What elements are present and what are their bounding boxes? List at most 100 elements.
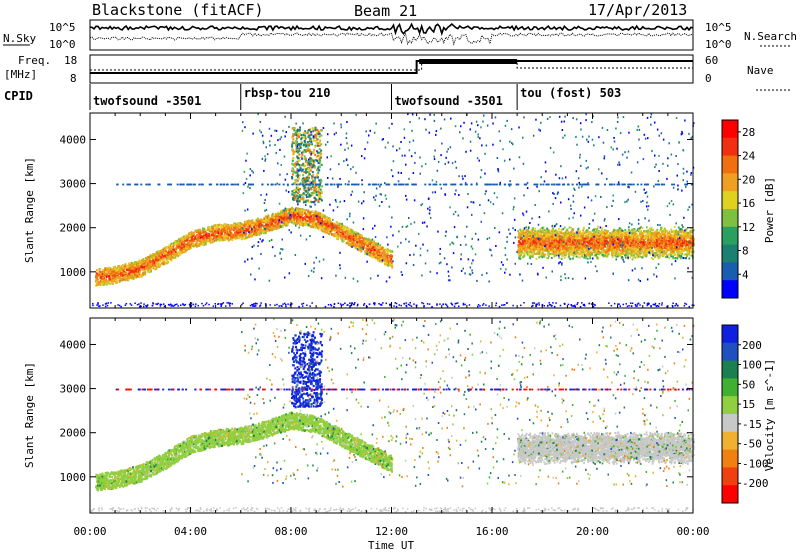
echo-cell [185, 239, 188, 242]
echo-cell [302, 216, 304, 219]
echo-cell [230, 232, 233, 235]
echo-cell [312, 214, 315, 217]
echo-cell [256, 223, 259, 227]
echo-cell [108, 278, 111, 281]
echo-cell [168, 246, 171, 250]
echo-cell [133, 267, 136, 270]
echo-cell [189, 234, 192, 237]
echo-cell [371, 255, 373, 258]
echo-cell [266, 216, 269, 219]
echo-cell [290, 220, 293, 224]
echo-cell [271, 212, 274, 216]
echo-cell [261, 220, 264, 223]
echo-cell [391, 263, 393, 267]
echo-cell [189, 243, 191, 246]
echo-cell [178, 254, 181, 257]
echo-cell [335, 232, 338, 235]
echo-cell [313, 220, 315, 223]
echo-cell [381, 247, 383, 250]
echo-cell [182, 241, 185, 244]
echo-cell [291, 218, 294, 221]
echo-cell [212, 227, 214, 230]
echo-cell [129, 266, 132, 269]
echo-cell [308, 217, 310, 220]
echo-cell [310, 221, 313, 224]
echo-cell [179, 237, 182, 240]
echo-cell [219, 236, 221, 239]
echo-cell [206, 240, 209, 243]
echo-cell [158, 255, 160, 258]
echo-cell [346, 228, 349, 231]
echo-cell [125, 272, 127, 275]
echo-cell [239, 225, 242, 228]
echo-cell [228, 227, 231, 230]
echo-cell [130, 261, 133, 264]
echo-cell [271, 222, 273, 225]
echo-cell [97, 274, 99, 278]
echo-cell [279, 219, 282, 222]
echo-cell [292, 212, 295, 215]
echo-cell [158, 258, 161, 261]
echo-cell [97, 283, 99, 286]
echo-cell [297, 207, 300, 210]
echo-cell [174, 250, 177, 254]
echo-cell [223, 234, 226, 237]
echo-cell [197, 231, 200, 235]
echo-cell [309, 212, 312, 215]
echo-cell [582, 229, 584, 232]
echo-cell [113, 270, 116, 273]
echo-cell [258, 221, 260, 224]
echo-cell [167, 251, 170, 254]
echo-cell [274, 216, 277, 219]
echo-cell [257, 232, 260, 235]
echo-cell [356, 244, 359, 247]
freq-trace [90, 60, 693, 74]
echo-cell [550, 257, 553, 259]
echo-cell [218, 227, 220, 230]
cpid-mode-label: tou (fost) 503 [520, 86, 621, 100]
echo-cell [274, 215, 277, 218]
echo-cell [371, 249, 374, 252]
echo-cell [563, 256, 566, 259]
echo-cell [144, 257, 147, 260]
echo-cell [189, 240, 192, 243]
echo-cell [358, 240, 360, 243]
echo-cell [193, 237, 196, 240]
echo-cell [112, 277, 114, 280]
echo-cell [143, 265, 146, 268]
echo-cell [158, 261, 160, 264]
echo-cell [299, 213, 302, 216]
echo-cell [100, 278, 103, 281]
echo-cell [323, 216, 326, 220]
echo-cell [219, 234, 221, 237]
echo-cell [339, 232, 342, 235]
echo-cell [132, 265, 135, 268]
echo-cell [263, 221, 265, 224]
echo-cell [139, 260, 142, 263]
echo-cell [190, 247, 192, 250]
echo-cell [141, 259, 144, 262]
cpid-label: CPID [4, 89, 33, 103]
echo-cell [294, 210, 296, 214]
echo-cell [339, 226, 342, 229]
echo-cell [370, 241, 372, 244]
echo-cell [367, 249, 370, 252]
noise-left-tick-bottom: 10^0 [49, 38, 76, 51]
echo-cell [136, 275, 138, 278]
echo-cell [208, 226, 210, 229]
echo-cell [209, 229, 212, 232]
echo-cell [184, 243, 187, 246]
echo-cell [314, 215, 317, 218]
echo-cell [156, 263, 159, 266]
echo-cell [172, 245, 174, 248]
echo-cell [319, 216, 321, 219]
echo-cell [293, 215, 295, 218]
echo-cell [178, 238, 180, 241]
freq-left-tick-top: 18 [64, 54, 77, 67]
echo-cell [162, 257, 165, 260]
echo-cell [223, 227, 225, 230]
freq-left-label-2: [MHz] [4, 68, 37, 81]
echo-cell [169, 245, 172, 248]
echo-cell [330, 221, 332, 224]
echo-cell [240, 229, 243, 232]
